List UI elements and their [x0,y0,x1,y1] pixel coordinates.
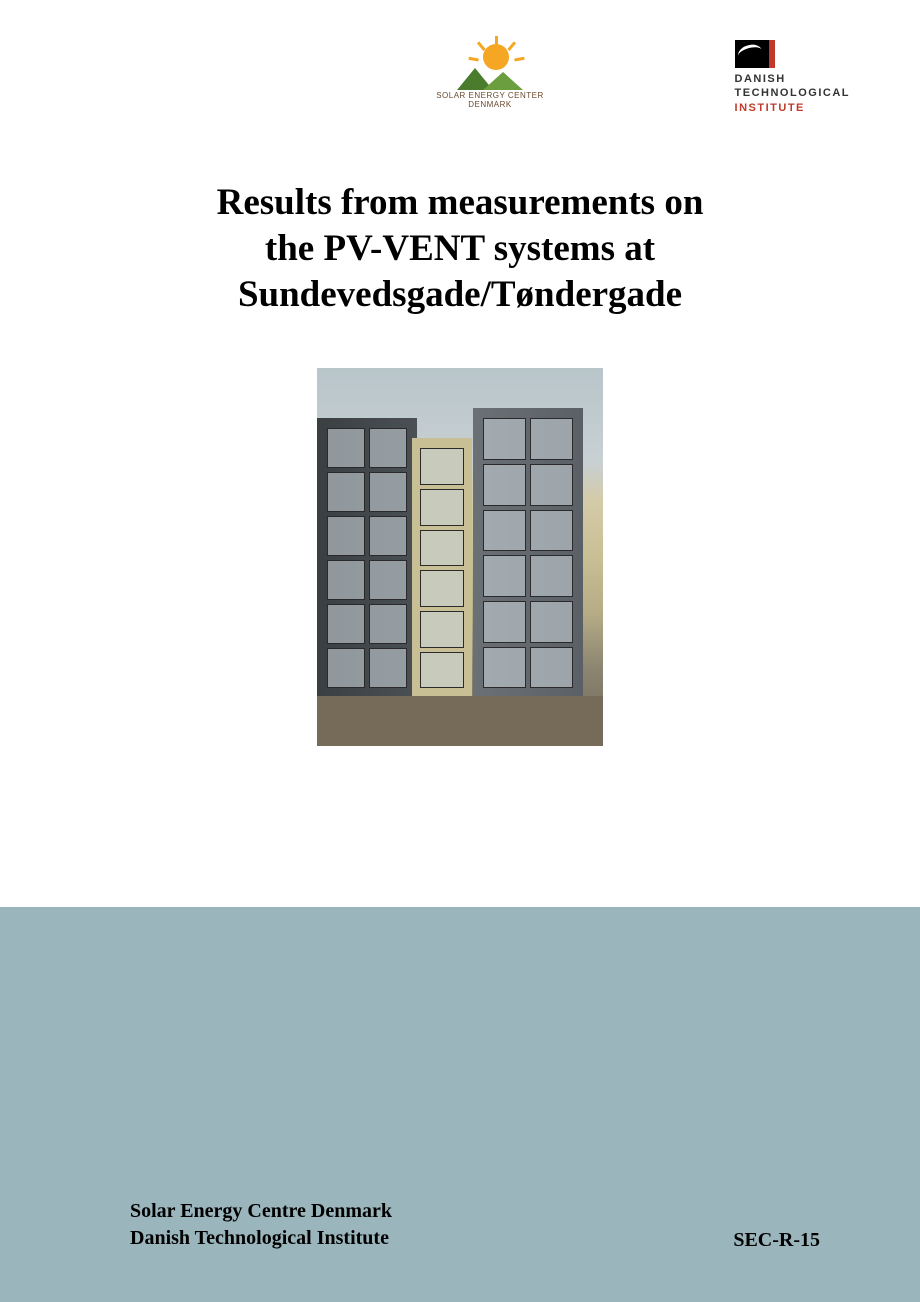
footer-report-code: SEC-R-15 [733,1229,820,1252]
logo-left-line2: DENMARK [436,101,544,110]
footer-org: Solar Energy Centre Denmark Danish Techn… [130,1198,392,1252]
dti-logo-text: DANISH TECHNOLOGICAL INSTITUTE [735,72,850,115]
solar-energy-center-logo: SOLAR ENERGY CENTER DENMARK [436,40,544,110]
title-line1: Results from measurements on [217,182,704,223]
dti-line3: INSTITUTE [735,101,850,115]
footer-org-line2: Danish Technological Institute [130,1225,392,1252]
dti-logo: DANISH TECHNOLOGICAL INSTITUTE [735,40,850,115]
dti-line1: DANISH [735,72,850,86]
document-title: Results from measurements on the PV-VENT… [0,180,920,319]
footer-band: Solar Energy Centre Denmark Danish Techn… [0,907,920,1302]
dti-line2: TECHNOLOGICAL [735,86,850,100]
cover-photo [317,368,603,746]
dti-mark-icon [735,40,769,68]
footer-org-line1: Solar Energy Centre Denmark [130,1198,392,1225]
header-logos: SOLAR ENERGY CENTER DENMARK DANISH TECHN… [0,0,920,110]
sun-hills-icon [455,40,525,90]
logo-left-caption: SOLAR ENERGY CENTER DENMARK [436,92,544,110]
title-line2: the PV-VENT systems at [265,228,655,269]
title-line3: Sundevedsgade/Tøndergade [238,274,682,315]
